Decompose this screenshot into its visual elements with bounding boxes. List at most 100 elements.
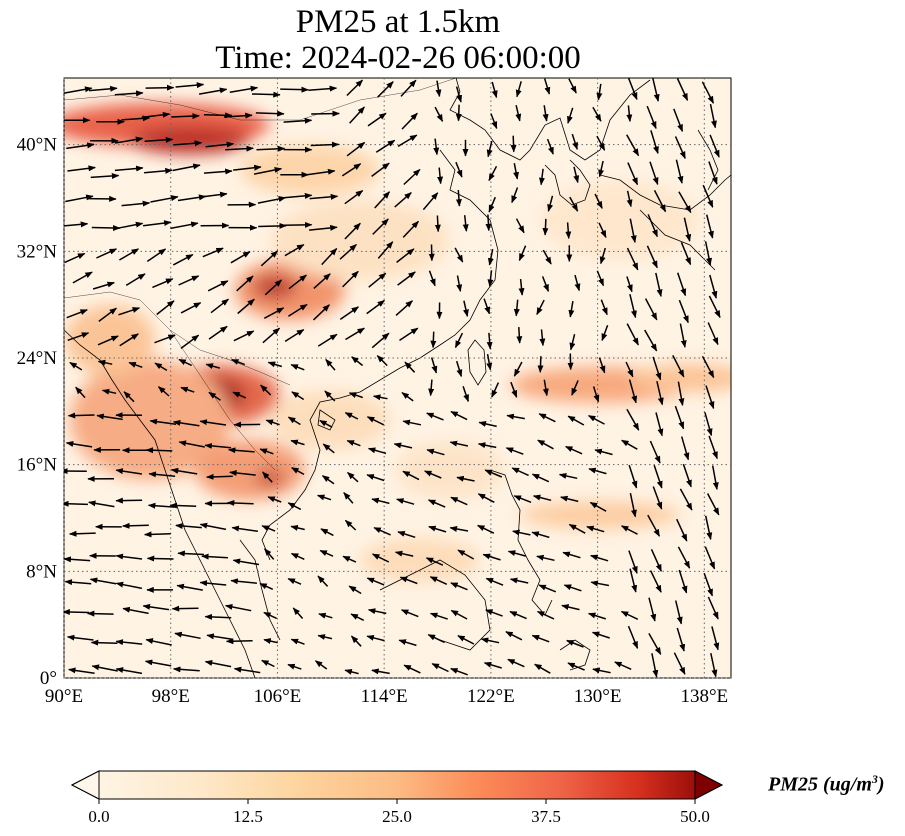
wind-arrow: [621, 439, 638, 450]
wind-arrow: [598, 160, 605, 178]
wind-arrow: [283, 192, 313, 199]
wind-arrow: [260, 250, 279, 267]
wind-arrow: [644, 298, 658, 321]
wind-arrow: [145, 638, 172, 646]
wind-arrow: [121, 115, 151, 122]
wind-arrow: [321, 247, 338, 266]
wind-arrow: [710, 652, 718, 678]
wind-arrow: [653, 464, 663, 489]
wind-arrow: [86, 610, 114, 617]
wind-arrow: [64, 556, 91, 563]
wind-arrow: [290, 364, 305, 371]
wind-arrow: [485, 577, 504, 586]
wind-arrow: [342, 270, 359, 288]
wind-arrow: [89, 577, 117, 585]
wind-arrow: [122, 606, 149, 615]
wind-arrow: [709, 134, 720, 158]
wind-arrow: [505, 631, 523, 641]
wind-arrow: [96, 248, 118, 259]
wind-arrow: [587, 414, 605, 425]
wind-arrow: [674, 405, 685, 430]
wind-arrow: [626, 134, 640, 157]
wind-arrow: [401, 112, 418, 130]
wind-arrow: [703, 572, 714, 597]
wind-arrow: [237, 298, 255, 315]
wind-arrow: [650, 130, 659, 155]
wind-arrow: [199, 419, 227, 426]
wind-arrow: [267, 496, 282, 503]
wind-arrow: [543, 78, 551, 95]
wind-arrow: [325, 358, 336, 371]
wind-arrow: [368, 272, 387, 288]
wind-arrow: [350, 613, 365, 621]
wind-arrow: [232, 391, 247, 399]
wind-arrow: [426, 448, 445, 456]
wind-arrow: [483, 661, 502, 669]
wind-arrow: [144, 659, 172, 667]
wind-arrow: [306, 168, 336, 176]
wind-arrow: [349, 106, 365, 124]
wind-arrow: [567, 107, 574, 124]
wind-arrow: [114, 165, 144, 172]
wind-arrow: [66, 309, 88, 319]
wind-arrow: [647, 514, 661, 537]
wind-arrow: [204, 659, 232, 668]
wind-arrow: [91, 664, 118, 672]
wind-arrow: [565, 222, 572, 240]
colorbar-tick-label: 50.0: [680, 807, 710, 826]
lat-tick-label: 40°N: [17, 135, 58, 156]
wind-arrow: [483, 298, 491, 315]
wind-arrow: [69, 361, 83, 371]
wind-arrow: [348, 392, 363, 399]
wind-arrow: [210, 298, 229, 314]
wind-arrow: [371, 497, 390, 505]
wind-arrow: [648, 597, 657, 622]
wind-arrow: [678, 299, 689, 324]
wind-arrow: [264, 548, 275, 560]
wind-arrow: [290, 524, 305, 531]
wind-arrow: [705, 214, 714, 239]
wind-arrow: [142, 603, 170, 611]
wind-arrow: [115, 553, 143, 560]
lon-tick-label: 122°E: [467, 686, 515, 707]
wind-arrow: [203, 168, 233, 175]
wind-arrow: [149, 418, 177, 426]
wind-arrow: [568, 78, 577, 94]
wind-arrow: [426, 412, 444, 421]
wind-arrow: [403, 664, 421, 674]
wind-arrow: [257, 196, 287, 204]
wind-arrow: [510, 381, 518, 398]
wind-arrow: [537, 439, 554, 450]
wind-arrow: [434, 215, 441, 233]
wind-arrow: [596, 135, 606, 151]
wind-arrow: [396, 248, 415, 263]
wind-arrow: [569, 334, 576, 351]
wind-arrow: [674, 136, 686, 160]
wind-arrow: [316, 494, 332, 501]
wind-arrow: [462, 215, 469, 232]
wind-arrow: [342, 555, 357, 563]
wind-arrow: [75, 386, 86, 399]
wind-arrow: [308, 85, 338, 92]
wind-arrow: [562, 551, 581, 559]
wind-arrow: [506, 413, 525, 420]
wind-arrow: [172, 253, 194, 266]
wind-arrow: [477, 524, 495, 534]
wind-arrow: [398, 639, 417, 647]
wind-arrow: [428, 379, 435, 397]
wind-arrow: [201, 553, 228, 560]
wind-arrow: [515, 218, 525, 234]
wind-arrow: [317, 575, 329, 587]
lon-tick-label: 98°E: [152, 686, 190, 707]
wind-arrow: [284, 328, 305, 343]
wind-arrow: [450, 667, 468, 676]
wind-arrow: [673, 652, 686, 675]
wind-arrow: [251, 91, 281, 98]
wind-arrow: [101, 388, 117, 395]
wind-arrow: [367, 608, 387, 615]
wind-arrow: [171, 113, 200, 120]
lat-tick-label: 32°N: [17, 241, 58, 262]
wind-arrow: [344, 222, 361, 240]
wind-arrow: [512, 529, 531, 536]
wind-arrow: [150, 195, 179, 203]
